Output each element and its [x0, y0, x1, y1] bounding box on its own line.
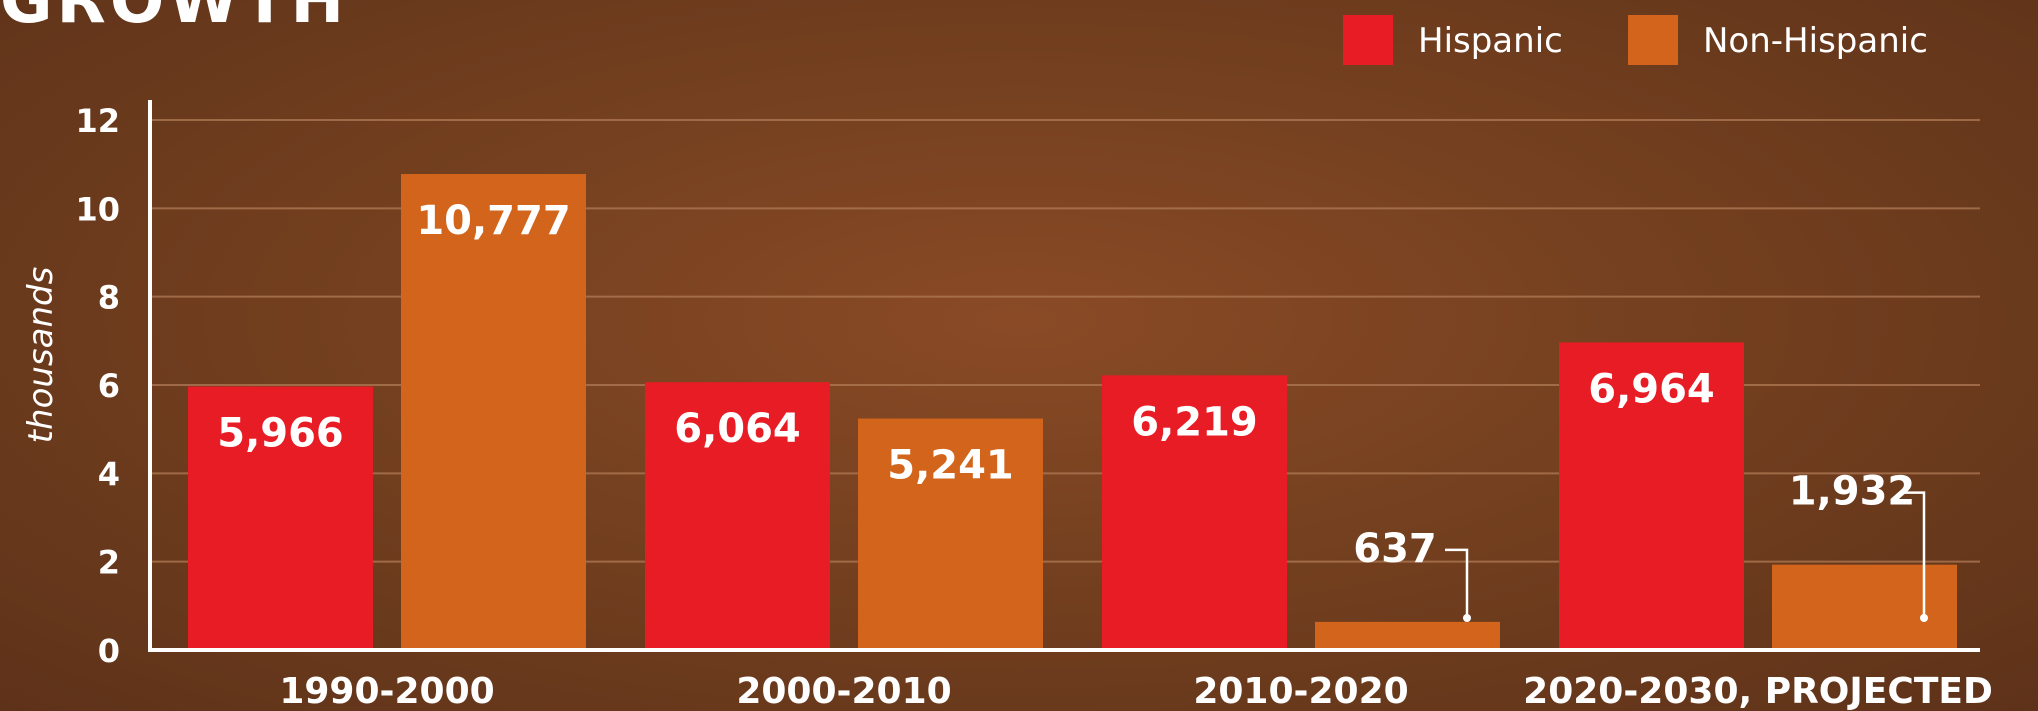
data-label: 6,964 — [1588, 366, 1715, 412]
bars — [188, 174, 1957, 648]
y-tick-label: 10 — [75, 190, 120, 228]
bar-non-hispanic-3 — [1772, 564, 1957, 648]
data-labels: 5,966 10,777 6,064 5,241 6,219 637 6,964 1,932 — [217, 198, 1928, 622]
y-tick-label: 0 — [98, 632, 120, 670]
data-label: 6,064 — [674, 406, 801, 452]
x-category-label: 1990-2000 — [279, 671, 494, 711]
bar-non-hispanic-0 — [401, 174, 586, 648]
data-label: 1,932 — [1789, 469, 1916, 515]
legend-swatch-non-hispanic — [1628, 15, 1678, 65]
legend-swatch-hispanic — [1343, 15, 1393, 65]
y-tick-label: 4 — [98, 455, 120, 493]
leader-line — [1445, 548, 1469, 618]
data-label: 6,219 — [1131, 399, 1258, 445]
data-label: 637 — [1353, 526, 1437, 572]
leader-line — [1902, 491, 1926, 618]
chart-title: GROWTH — [0, 0, 348, 38]
y-tick-label: 2 — [98, 544, 120, 582]
bar-hispanic-2 — [1102, 375, 1287, 648]
legend-label: Non-Hispanic — [1703, 21, 1928, 61]
y-tick-labels: 0 2 4 6 8 10 12 — [75, 102, 120, 670]
bar-hispanic-1 — [645, 382, 830, 648]
y-axis-label: thousands — [21, 267, 61, 444]
x-category-label: 2000-2010 — [736, 671, 951, 711]
data-label: 10,777 — [416, 198, 570, 244]
data-label: 5,966 — [217, 411, 344, 457]
bar-non-hispanic-2 — [1315, 621, 1500, 648]
y-tick-label: 6 — [98, 367, 120, 405]
bar-hispanic-0 — [188, 386, 373, 648]
y-tick-label: 8 — [98, 279, 120, 317]
legend: Hispanic Non-Hispanic — [1343, 15, 1928, 65]
y-tick-label: 12 — [75, 102, 120, 140]
leader-dot — [1463, 614, 1471, 622]
x-category-label: 2010-2020 — [1193, 671, 1408, 711]
leader-dot — [1920, 614, 1928, 622]
x-category-label: 2020-2030, PROJECTED — [1523, 671, 1993, 711]
data-label: 5,241 — [887, 443, 1014, 489]
axes — [148, 100, 1980, 652]
bar-hispanic-3 — [1559, 342, 1744, 648]
legend-label: Hispanic — [1418, 21, 1563, 61]
x-category-labels: 1990-2000 2000-2010 2010-2020 2020-2030, PR… — [279, 671, 1993, 711]
bar-non-hispanic-1 — [858, 418, 1043, 648]
